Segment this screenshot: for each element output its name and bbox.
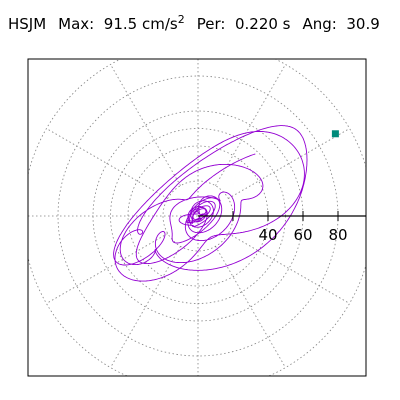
axes: 40 60 80 [198, 211, 366, 244]
plot-frame [27, 58, 367, 377]
grid-spoke [228, 233, 350, 304]
radial-tick-label: 40 [258, 226, 277, 244]
angle-label: Ang: [302, 15, 337, 33]
radial-tick-label: 80 [328, 226, 347, 244]
max-unit: cm/s [141, 15, 178, 33]
radial-tick-label: 60 [293, 226, 312, 244]
angle-value: 30.9 [346, 15, 380, 33]
grid-spoke [110, 246, 181, 368]
period-label: Per: [196, 15, 226, 33]
max-label: Max: [58, 15, 95, 33]
motion-trace [113, 125, 308, 282]
chart-title: HSJM Max: 91.5 cm/s2 Per: 0.220 s Ang: 30.9 [8, 12, 380, 36]
grid-spoke [215, 246, 286, 368]
grid-spoke [215, 64, 286, 186]
max-value: 91.5 [103, 15, 138, 33]
grid-spoke [110, 64, 181, 186]
grid-spoke [46, 128, 168, 199]
max-amplitude-marker [331, 130, 339, 138]
station-code: HSJM [8, 15, 47, 33]
grid-spoke [46, 233, 168, 304]
period-value: 0.220 s [234, 15, 291, 33]
motion-trace-group [113, 125, 339, 282]
max-unit-exponent: 2 [177, 13, 185, 26]
grid-spoke [228, 128, 350, 199]
